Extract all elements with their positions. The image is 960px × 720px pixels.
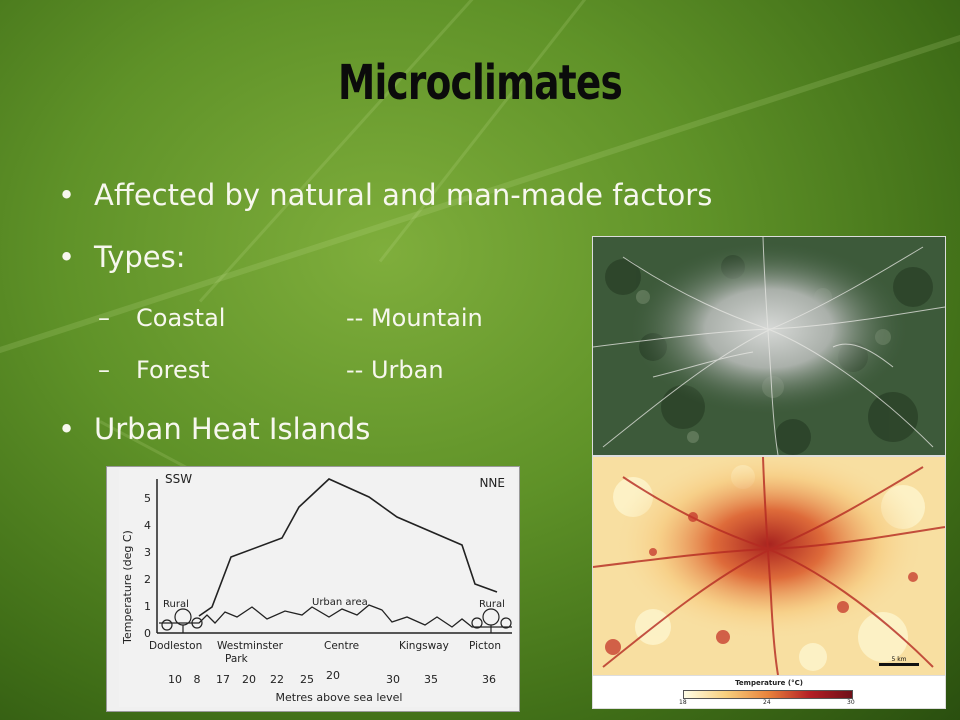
heat-map-graphic: 5 km: [593, 457, 945, 675]
elevation-value: 36: [482, 673, 496, 686]
y-tick: 0: [144, 627, 151, 640]
satellite-image-graphic: [593, 237, 945, 455]
trees: [161, 608, 512, 633]
place-label: Picton: [469, 640, 501, 652]
place-label: Centre: [324, 640, 359, 652]
y-tick: 3: [144, 546, 151, 559]
scale-bar: [879, 663, 919, 666]
legend-title: Temperature (°C): [735, 679, 803, 687]
sub-bullet-marker: –: [98, 304, 110, 332]
temperature-curve: [198, 478, 498, 617]
y-axis-label: Temperature (deg C): [121, 530, 134, 645]
y-tick: 2: [144, 573, 151, 586]
heat-map-legend: Temperature (°C) 18 24 30: [592, 675, 946, 709]
type-forest: Forest: [136, 356, 210, 384]
place-label: Dodleston: [149, 640, 202, 652]
satellite-image: [592, 236, 946, 456]
bullet-marker: •: [58, 240, 76, 274]
type-urban: -- Urban: [346, 356, 444, 384]
leaf-vein: [378, 0, 702, 263]
elevation-value: 20: [242, 673, 256, 686]
leaf-vein: [198, 0, 536, 303]
heat-map-image: 5 km: [592, 456, 946, 676]
place-label: Westminster: [217, 640, 284, 652]
x-axis-label: Metres above sea level: [276, 691, 403, 704]
bullet-text: Affected by natural and man-made factors: [94, 178, 713, 212]
legend-tick: 30: [847, 699, 855, 706]
temperature-profile-diagram: 0 1 2 3 4 5 Temperature (deg C) SSW NNE …: [106, 466, 520, 712]
direction-left: SSW: [165, 472, 192, 486]
type-mountain: -- Mountain: [346, 304, 483, 332]
y-tick: 4: [144, 519, 151, 532]
slide-title: Microclimates: [337, 55, 623, 111]
place-label: Park: [225, 653, 249, 665]
legend-color-bar: [683, 690, 853, 699]
urban-area-label: Urban area: [312, 597, 368, 608]
legend-tick: 18: [679, 699, 687, 706]
y-tick: 1: [144, 600, 151, 613]
sub-bullet-marker: –: [98, 356, 110, 384]
elevation-value: 20: [326, 669, 340, 682]
elevation-value: 25: [300, 673, 314, 686]
legend-tick: 24: [763, 699, 771, 706]
ground-profile: [159, 604, 512, 628]
scale-label: 5 km: [891, 656, 906, 663]
elevation-value: 8: [194, 673, 201, 686]
place-label: Kingsway: [399, 640, 449, 652]
bullet-marker: •: [58, 412, 76, 446]
elevation-value: 17: [216, 673, 230, 686]
rural-left-label: Rural: [163, 599, 189, 610]
y-tick: 5: [144, 492, 151, 505]
bullet-text: Types:: [94, 240, 186, 274]
bullet-text: Urban Heat Islands: [94, 412, 371, 446]
elevation-value: 22: [270, 673, 284, 686]
elevation-value: 10: [168, 673, 182, 686]
type-coastal: Coastal: [136, 304, 226, 332]
rural-right-label: Rural: [479, 599, 505, 610]
direction-right: NNE: [479, 476, 505, 490]
bullet-marker: •: [58, 178, 76, 212]
elevation-value: 30: [386, 673, 400, 686]
elevation-value: 35: [424, 673, 438, 686]
profile-graphic: 0 1 2 3 4 5 Temperature (deg C) SSW NNE …: [119, 469, 517, 707]
